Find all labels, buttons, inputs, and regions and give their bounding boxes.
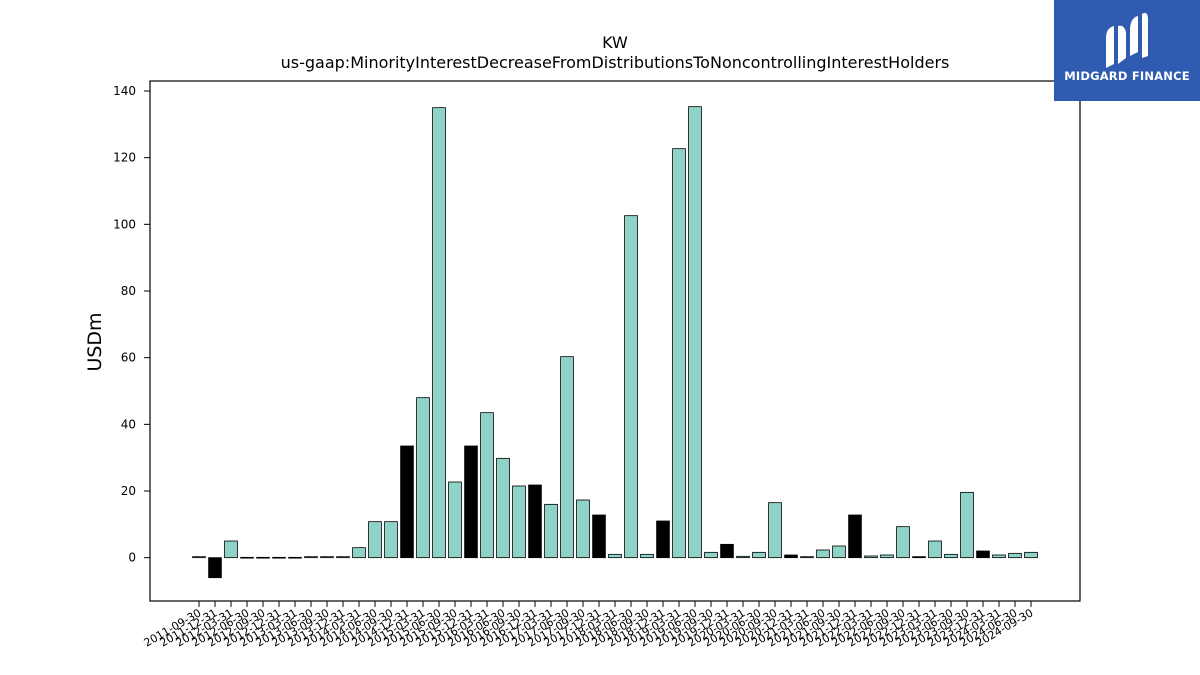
bar-2014-06-30 — [368, 521, 382, 559]
bar-2017-09-30 — [576, 499, 590, 559]
y-tick-label: 140 — [113, 84, 136, 98]
brand-name: MIDGARD FINANCE — [1064, 69, 1190, 83]
bar-2023-09-30 — [960, 491, 974, 559]
bar-2020-03-31 — [736, 555, 750, 559]
bar-2018-06-30 — [624, 215, 638, 559]
bar-2022-03-31 — [864, 555, 878, 559]
bar-2020-06-30 — [752, 551, 766, 559]
bar-2013-03-31 — [288, 556, 302, 559]
bar-2012-12-31 — [272, 556, 286, 559]
bar-2013-09-30 — [320, 556, 334, 559]
bar-2021-09-30 — [832, 545, 846, 559]
bar-2020-12-31 — [784, 554, 798, 559]
plot-frame — [149, 80, 1081, 602]
bar-2016-12-31 — [528, 484, 542, 559]
bar-2015-12-31 — [464, 445, 478, 559]
y-tick-label: 60 — [121, 351, 136, 365]
chart-title: KW — [602, 33, 628, 52]
y-tick-label: 20 — [121, 484, 136, 498]
bar-2020-09-30 — [768, 502, 782, 559]
bar-2014-12-31 — [400, 445, 414, 559]
bar-2012-06-30 — [240, 556, 254, 559]
bar-2015-03-31 — [416, 397, 430, 559]
midgard-logo-icon — [1106, 12, 1148, 68]
bar-2023-03-31 — [928, 540, 942, 559]
bar-2019-09-30 — [704, 551, 718, 559]
bar-2012-03-31 — [224, 540, 238, 559]
chart-subtitle: us-gaap:MinorityInterestDecreaseFromDist… — [281, 53, 950, 72]
bar-2021-06-30 — [816, 549, 830, 559]
bar-2023-06-30 — [944, 553, 958, 559]
bar-2024-09-30 — [1024, 551, 1038, 559]
x-axis: 2011-09-302011-12-312012-03-312012-06-30… — [142, 601, 1036, 650]
bar-2016-09-30 — [512, 485, 526, 559]
bar-2016-06-30 — [496, 457, 510, 559]
brand-logo: MIDGARD FINANCE — [1054, 0, 1200, 101]
bar-2012-09-30 — [256, 556, 270, 559]
bar-2021-03-31 — [800, 556, 814, 559]
y-tick-label: 100 — [113, 217, 136, 231]
bar-2017-06-30 — [560, 356, 574, 559]
bar-2018-03-31 — [608, 553, 622, 559]
y-tick-label: 80 — [121, 284, 136, 298]
y-tick-label: 120 — [113, 151, 136, 165]
bar-2019-06-30 — [688, 106, 702, 559]
bar-2017-12-31 — [592, 514, 606, 559]
bar-2019-12-31 — [720, 543, 734, 559]
y-axis-label: USDm — [84, 312, 106, 371]
bar-2024-06-30 — [1008, 552, 1022, 559]
bar-2015-09-30 — [448, 481, 462, 559]
bar-2011-12-31 — [208, 557, 222, 579]
bar-2022-09-30 — [896, 526, 910, 559]
bar-2018-12-31 — [656, 520, 670, 559]
bar-2015-06-30 — [432, 107, 446, 559]
bar-2014-03-31 — [352, 547, 366, 559]
y-tick-label: 40 — [121, 417, 136, 431]
bar-2022-12-31 — [912, 556, 926, 559]
bars-group — [192, 106, 1038, 579]
bar-2019-03-31 — [672, 148, 686, 559]
bar-2016-03-31 — [480, 412, 494, 559]
y-axis: 0 20 40 60 80 100 120 140 — [113, 84, 150, 565]
bar-2014-09-30 — [384, 521, 398, 559]
bar-2021-12-31 — [848, 514, 862, 559]
y-tick-label: 0 — [128, 551, 136, 565]
bar-2017-03-31 — [544, 503, 558, 559]
bar-2011-09-30 — [192, 556, 206, 559]
bar-2023-12-31 — [976, 550, 990, 559]
bar-2024-03-31 — [992, 554, 1006, 559]
bar-2022-06-30 — [880, 554, 894, 559]
bar-2013-12-31 — [336, 556, 350, 559]
bar-2013-06-30 — [304, 556, 318, 559]
bar-2018-09-30 — [640, 553, 654, 559]
